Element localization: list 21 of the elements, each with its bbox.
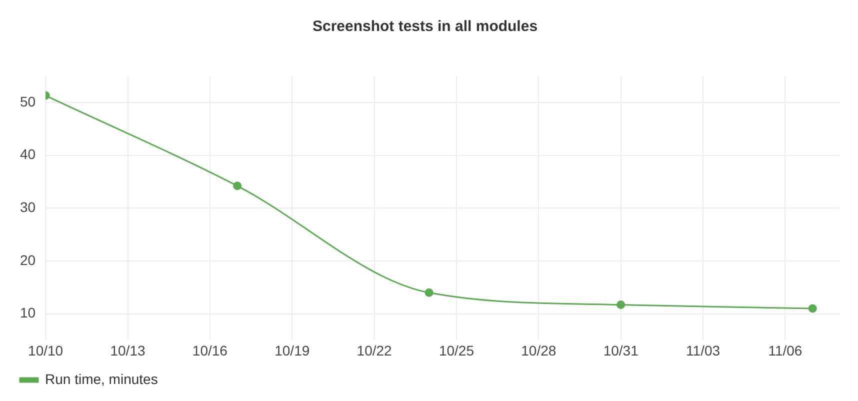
y-tick-label: 40 [20,146,36,162]
legend-label: Run time, minutes [45,370,158,387]
point [233,182,242,190]
chart-title: Screenshot tests in all modules [312,18,538,36]
x-tick-label: 10/25 [438,342,474,358]
y-tick-label: 50 [20,93,36,110]
x-tick-label: 10/31 [603,342,639,358]
x-tick-label: 11/06 [768,342,802,358]
x-tick-label: 10/22 [356,342,392,358]
x-tick-label: 10/28 [521,342,556,358]
point [808,304,817,313]
point [424,288,434,297]
y-tick-label: 10 [20,304,36,321]
x-tick-label: 10/13 [110,342,146,358]
x-tick-label: 10/16 [192,342,228,358]
x-tick-label: 11/03 [686,342,720,358]
y-tick-label: 30 [20,198,36,215]
point [616,300,626,310]
x-tick-label: 10/10 [28,342,64,358]
y-tick-label: 20 [20,252,36,268]
x-tick-label: 10/19 [274,342,310,358]
